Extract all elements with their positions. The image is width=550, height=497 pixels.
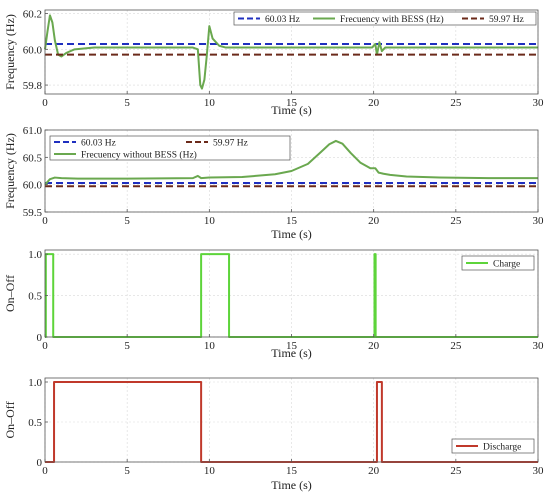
y-tick-label: 60.0 — [23, 44, 43, 56]
legend-box — [451, 438, 535, 454]
legend-entry: Frecuency without BESS (Hz) — [81, 150, 197, 161]
x-tick-label: 0 — [42, 465, 48, 477]
y-axis-label: Frequency (Hz) — [3, 14, 17, 90]
x-tick-label: 25 — [450, 97, 462, 109]
legend: Discharge — [451, 438, 535, 454]
y-tick-label: 59.8 — [23, 80, 43, 92]
y-tick-label: 60.2 — [23, 9, 42, 21]
chart-panel-3: 0 5 10 15 20 25 30 0 0.5 1.0 Time (s) On–Off Charge — [3, 249, 544, 360]
chart-panel-4: 0 5 10 15 20 25 30 0 0.5 1.0 Time (s) On–Off Dischar… — [3, 377, 544, 492]
y-axis-label: Frequency (Hz) — [3, 133, 17, 209]
x-tick-label: 5 — [124, 215, 130, 227]
x-tick-label: 0 — [42, 215, 48, 227]
y-tick-label: 60.5 — [23, 152, 43, 164]
legend-box — [233, 11, 537, 26]
x-tick-label: 5 — [124, 340, 130, 352]
x-tick-label: 25 — [450, 465, 462, 477]
legend-entry: 60.03 Hz — [81, 139, 116, 149]
x-tick-label: 30 — [533, 97, 545, 109]
x-tick-label: 0 — [42, 97, 48, 109]
y-tick-label: 0 — [37, 457, 43, 469]
x-tick-label: 5 — [124, 97, 130, 109]
x-tick-label: 10 — [204, 340, 216, 352]
x-tick-label: 15 — [286, 215, 298, 227]
legend-entry: Frecuency with BESS (Hz) — [340, 14, 444, 25]
y-tick-label: 60.0 — [23, 180, 43, 192]
x-tick-label: 20 — [368, 340, 380, 352]
y-tick-label: 0.5 — [28, 417, 42, 429]
series-line-frecuency-without-bess-hz- — [44, 139, 538, 186]
legend-entry: 60.03 Hz — [265, 15, 300, 25]
y-axis-label: On–Off — [3, 275, 17, 312]
legend-box — [49, 135, 291, 161]
x-tick-label: 20 — [368, 465, 380, 477]
x-axis-label: Time (s) — [271, 227, 312, 241]
x-tick-label: 30 — [533, 465, 545, 477]
x-tick-label: 15 — [286, 97, 298, 109]
legend-box — [461, 255, 535, 271]
legend-entry: 59.97 Hz — [213, 139, 248, 149]
legend: Charge — [461, 255, 535, 271]
x-tick-label: 30 — [533, 340, 545, 352]
y-tick-label: 1.0 — [28, 377, 42, 389]
x-tick-label: 10 — [204, 465, 216, 477]
x-tick-label: 15 — [286, 465, 298, 477]
x-tick-label: 15 — [286, 340, 298, 352]
x-tick-label: 25 — [450, 340, 462, 352]
x-tick-label: 10 — [204, 215, 216, 227]
y-tick-label: 0 — [37, 332, 43, 344]
x-axis-label: Time (s) — [271, 346, 312, 360]
x-axis-label: Time (s) — [271, 478, 312, 492]
chart-panel-1: 0 5 10 15 20 25 30 59.8 60.0 60.2 Time (s) Frequenc… — [3, 9, 544, 117]
chart-panel-2: 0 5 10 15 20 25 30 59.5 60.0 60.5 61.0 Time (s) Freq… — [3, 125, 544, 241]
x-tick-label: 20 — [368, 97, 380, 109]
legend-entry: Discharge — [483, 443, 521, 453]
legend: 60.03 Hz 59.97 Hz Frecuency without BESS (… — [49, 135, 291, 161]
x-axis-label: Time (s) — [271, 103, 312, 117]
x-tick-label: 30 — [533, 215, 545, 227]
x-tick-label: 10 — [204, 97, 216, 109]
legend-entry: Charge — [493, 260, 520, 270]
x-tick-label: 0 — [42, 340, 48, 352]
legend-entry: 59.97 Hz — [489, 15, 524, 25]
x-tick-label: 20 — [368, 215, 380, 227]
y-tick-label: 61.0 — [23, 125, 43, 137]
y-tick-label: 1.0 — [28, 249, 42, 261]
y-tick-label: 0.5 — [28, 291, 42, 303]
y-tick-label: 59.5 — [23, 207, 43, 219]
y-axis-label: On–Off — [3, 401, 17, 438]
x-tick-label: 5 — [124, 465, 130, 477]
x-tick-label: 25 — [450, 215, 462, 227]
legend: 60.03 Hz Frecuency with BESS (Hz) 59.97 Hz — [233, 11, 537, 26]
